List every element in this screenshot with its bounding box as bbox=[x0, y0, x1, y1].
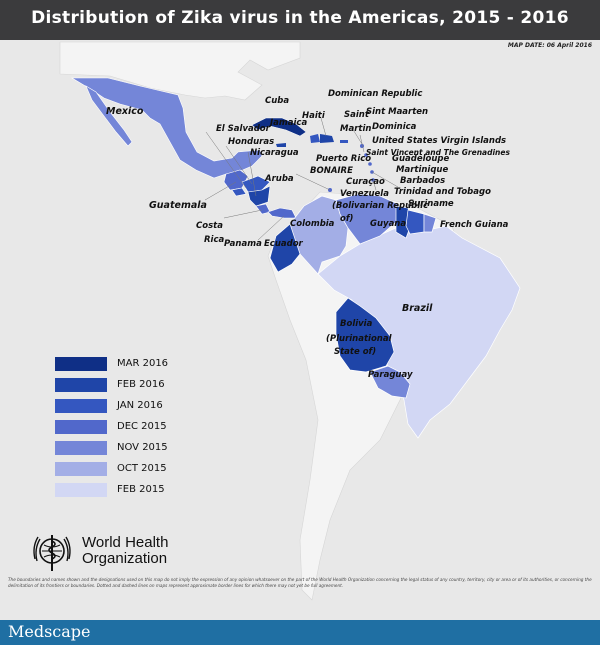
label-colombia: Colombia bbox=[290, 219, 335, 229]
north-america-landmass bbox=[59, 41, 301, 101]
region-puerto-rico bbox=[340, 140, 348, 143]
label-el-salvador: El Salvador bbox=[216, 124, 271, 134]
label-sint-maarten: Sint Maarten bbox=[366, 107, 428, 117]
label-venezuela-line3: of) bbox=[340, 214, 354, 224]
label-french-guiana: French Guiana bbox=[440, 220, 509, 230]
map-date: MAP DATE: 06 April 2016 bbox=[507, 42, 592, 49]
legend-item: FEB 2016 bbox=[55, 374, 168, 395]
label-ecuador: Ecuador bbox=[264, 239, 304, 249]
legend-label: OCT 2015 bbox=[117, 463, 167, 474]
label-costa-rica-line1: Costa bbox=[196, 221, 223, 231]
label-puerto-rico: Puerto Rico bbox=[316, 154, 371, 164]
region-cuba bbox=[251, 117, 307, 137]
region-el-salvador bbox=[231, 187, 247, 197]
label-bonaire: BONAIRE bbox=[310, 166, 353, 176]
legend-item: FEB 2015 bbox=[55, 479, 168, 500]
label-suriname: Suriname bbox=[408, 199, 454, 209]
label-dominica: Dominica bbox=[372, 122, 417, 132]
label-honduras: Honduras bbox=[228, 137, 274, 147]
legend-swatch bbox=[55, 461, 107, 476]
label-curacao: Curaçao bbox=[346, 177, 385, 187]
medscape-brand[interactable]: Medscape bbox=[8, 622, 91, 641]
label-bolivia-line3: State of) bbox=[334, 347, 376, 357]
legend-swatch bbox=[55, 440, 107, 455]
legend-item: OCT 2015 bbox=[55, 458, 168, 479]
legend-label: JAN 2016 bbox=[117, 400, 163, 411]
legend-label: DEC 2015 bbox=[117, 421, 167, 432]
label-guyana: Guyana bbox=[370, 219, 406, 229]
who-wordmark: World Health Organization bbox=[82, 535, 168, 567]
legend-swatch bbox=[55, 377, 107, 392]
region-french-guiana bbox=[423, 213, 437, 233]
region-haiti bbox=[310, 134, 320, 143]
label-martinique: Martinique bbox=[396, 165, 448, 175]
legend-swatch bbox=[55, 356, 107, 371]
label-brazil: Brazil bbox=[402, 303, 433, 314]
legend-item: DEC 2015 bbox=[55, 416, 168, 437]
label-haiti: Haiti bbox=[302, 111, 326, 121]
label-aruba: Aruba bbox=[264, 174, 294, 184]
map-title: Distribution of Zika virus in the Americ… bbox=[31, 8, 569, 28]
region-venezuela bbox=[335, 193, 399, 245]
label-guatemala: Guatemala bbox=[149, 200, 207, 211]
map-canvas: Mexico Cuba Dominican Republic Haiti Jam… bbox=[0, 40, 600, 620]
label-panama: Panama bbox=[224, 239, 262, 249]
who-emblem-icon bbox=[33, 535, 71, 571]
region-ecuador bbox=[269, 223, 301, 273]
region-lesser-antilles-2 bbox=[364, 153, 368, 157]
who-line1: World Health bbox=[82, 534, 169, 551]
label-paraguay: Paraguay bbox=[368, 370, 413, 380]
label-costa-rica-line2: Rica bbox=[204, 235, 224, 245]
region-bolivia bbox=[335, 297, 395, 373]
region-lesser-antilles-1 bbox=[360, 144, 364, 148]
label-usvi: United States Virgin Islands bbox=[372, 136, 506, 146]
legend-item: NOV 2015 bbox=[55, 437, 168, 458]
region-nicaragua bbox=[247, 185, 271, 207]
footer-bar: Medscape bbox=[0, 620, 600, 645]
who-logo: World Health Organization bbox=[28, 527, 168, 575]
region-paraguay bbox=[369, 365, 411, 399]
legend-label: FEB 2016 bbox=[117, 379, 165, 390]
label-nicaragua: Nicaragua bbox=[250, 148, 299, 158]
label-bolivia-line1: Bolivia bbox=[340, 319, 373, 329]
legend-swatch bbox=[55, 398, 107, 413]
label-saint-martin-line1: Saint bbox=[344, 110, 370, 120]
label-cuba: Cuba bbox=[265, 96, 289, 106]
label-barbados: Barbados bbox=[400, 176, 445, 186]
leader-lines bbox=[204, 117, 399, 241]
legend-swatch bbox=[55, 419, 107, 434]
region-mexico bbox=[70, 77, 263, 179]
label-saint-martin-line2: Martin bbox=[340, 124, 371, 134]
label-saint-vincent: Saint Vincent and The Grenadines bbox=[366, 148, 510, 157]
label-venezuela-line1: Venezuela bbox=[340, 189, 389, 199]
legend-swatch bbox=[55, 482, 107, 497]
region-jamaica bbox=[276, 143, 286, 147]
title-bar: Distribution of Zika virus in the Americ… bbox=[0, 0, 600, 40]
label-trinidad: Trinidad and Tobago bbox=[394, 187, 491, 197]
legend-label: FEB 2015 bbox=[117, 484, 165, 495]
legend-label: MAR 2016 bbox=[117, 358, 169, 369]
label-venezuela-line2: (Bolivarian Republic bbox=[332, 201, 428, 211]
legend-item: JAN 2016 bbox=[55, 395, 168, 416]
region-lesser-antilles-3 bbox=[368, 162, 372, 166]
label-guadeloupe: Guadeloupe bbox=[392, 154, 450, 164]
label-dominican-republic: Dominican Republic bbox=[328, 89, 422, 99]
label-jamaica: Jamaica bbox=[268, 118, 307, 128]
label-mexico: Mexico bbox=[106, 106, 144, 117]
region-suriname bbox=[405, 209, 425, 235]
legend-label: NOV 2015 bbox=[117, 442, 168, 453]
disclaimer: The boundaries and names shown and the d… bbox=[8, 577, 592, 588]
legend: MAR 2016 FEB 2016 JAN 2016 DEC 2015 NOV … bbox=[55, 353, 168, 500]
region-dominican-republic bbox=[320, 134, 334, 143]
region-baja-california bbox=[85, 85, 133, 147]
label-bolivia-line2: (Plurinational bbox=[326, 334, 393, 344]
legend-item: MAR 2016 bbox=[55, 353, 168, 374]
who-line2: Organization bbox=[82, 550, 168, 567]
